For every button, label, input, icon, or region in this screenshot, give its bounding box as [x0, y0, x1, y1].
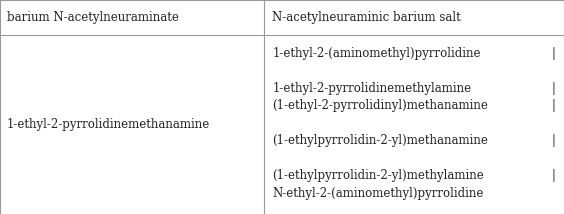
- Text: 1-ethyl-2-(aminomethyl)pyrrolidine: 1-ethyl-2-(aminomethyl)pyrrolidine: [272, 47, 481, 60]
- Text: |: |: [552, 47, 556, 60]
- Text: N-acetylneuraminic barium salt: N-acetylneuraminic barium salt: [272, 11, 461, 24]
- Text: 1-ethyl-2-pyrrolidinemethanamine: 1-ethyl-2-pyrrolidinemethanamine: [7, 118, 210, 131]
- Text: N-ethyl-2-(aminomethyl)pyrrolidine: N-ethyl-2-(aminomethyl)pyrrolidine: [272, 187, 484, 200]
- Text: (1-ethyl-2-pyrrolidinyl)methanamine: (1-ethyl-2-pyrrolidinyl)methanamine: [272, 99, 488, 112]
- Text: |: |: [552, 169, 556, 182]
- Text: (1-ethylpyrrolidin-2-yl)methanamine: (1-ethylpyrrolidin-2-yl)methanamine: [272, 134, 488, 147]
- Text: |: |: [552, 99, 556, 112]
- Text: (1-ethylpyrrolidin-2-yl)methylamine: (1-ethylpyrrolidin-2-yl)methylamine: [272, 169, 484, 182]
- Text: |: |: [552, 82, 556, 95]
- Text: 1-ethyl-2-pyrrolidinemethylamine: 1-ethyl-2-pyrrolidinemethylamine: [272, 82, 472, 95]
- Text: barium N-acetylneuraminate: barium N-acetylneuraminate: [7, 11, 179, 24]
- Text: |: |: [552, 134, 556, 147]
